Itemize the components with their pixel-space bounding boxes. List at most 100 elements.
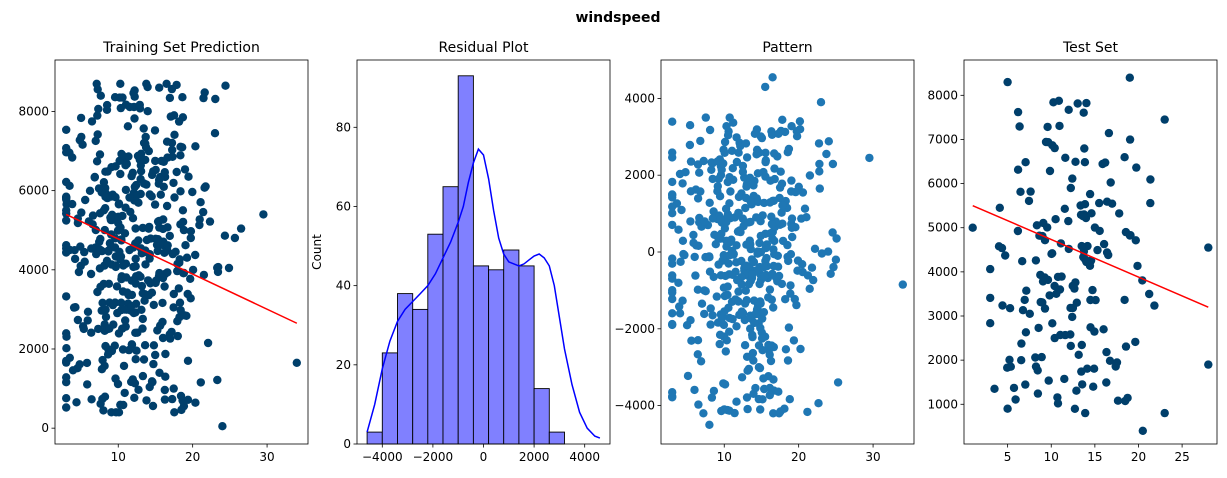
y-tick-label: 4000 [624, 91, 655, 105]
scatter-point [1061, 330, 1070, 340]
scatter-point [822, 149, 831, 159]
scatter-point [761, 148, 770, 157]
axes-frame [963, 59, 1218, 445]
scatter-point [1120, 153, 1129, 162]
scatter-point [87, 244, 96, 253]
scatter-point [1150, 301, 1159, 310]
scatter-point [810, 244, 820, 253]
scatter-point [1041, 137, 1051, 147]
scatter-point [746, 217, 755, 227]
scatter-point [130, 114, 139, 123]
histogram-bar [381, 352, 398, 445]
scatter-point [191, 250, 200, 260]
scatter-point [138, 314, 147, 324]
scatter-point [182, 253, 192, 262]
scatter-point [120, 305, 129, 314]
scatter-point [1024, 196, 1034, 206]
scatter-point [61, 206, 71, 215]
scatter-point [732, 157, 742, 167]
scatter-point [783, 356, 793, 365]
scatter-point [759, 308, 769, 317]
scatter-point [132, 180, 141, 190]
x-tick-label: 5 [1004, 450, 1012, 464]
scatter-point [114, 408, 124, 417]
scatter-point [114, 199, 124, 208]
scatter-point [728, 314, 737, 324]
scatter-point [96, 245, 105, 255]
scatter-point [94, 104, 103, 114]
scatter-point [176, 151, 185, 160]
scatter-point [259, 210, 268, 219]
scatter-point [155, 368, 164, 377]
scatter-point [701, 113, 710, 122]
scatter-point [756, 299, 765, 308]
scatter-point [156, 190, 165, 199]
scatter-point [1071, 157, 1080, 166]
scatter-point [778, 115, 787, 125]
scatter-point [1095, 198, 1104, 208]
scatter-point [170, 193, 179, 202]
scatter-point [767, 341, 776, 350]
scatter-point [112, 282, 122, 291]
scatter-point [213, 375, 222, 385]
scatter-point [1068, 312, 1077, 322]
scatter-point [720, 137, 730, 147]
scatter-point [1123, 393, 1132, 403]
scatter-point [757, 334, 767, 343]
scatter-point [668, 153, 677, 162]
scatter-point [724, 303, 733, 312]
scatter-point [743, 404, 752, 414]
histogram-bar [397, 293, 414, 445]
scatter-point [83, 380, 92, 389]
scatter-point [143, 276, 153, 285]
scatter-point [1085, 189, 1095, 199]
scatter-point [771, 273, 781, 282]
scatter-point [1160, 408, 1169, 418]
scatter-point [186, 227, 196, 236]
scatter-point [676, 257, 685, 266]
scatter-point [814, 399, 823, 408]
scatter-point [758, 314, 767, 323]
scatter-point [1018, 257, 1027, 266]
scatter-point [135, 100, 144, 110]
y-axis-label: Count [310, 234, 324, 270]
scatter-point [787, 223, 796, 232]
scatter-point [678, 296, 687, 305]
scatter-point [796, 344, 805, 354]
scatter-point [668, 259, 677, 268]
scatter-point [199, 93, 208, 103]
scatter-point [1015, 122, 1024, 131]
scatter-point [117, 298, 126, 307]
scatter-point [95, 150, 105, 159]
scatter-point [1037, 352, 1046, 362]
scatter-point [1081, 408, 1090, 418]
scatter-point [677, 205, 686, 215]
scatter-point [1022, 286, 1031, 295]
panel-title: Training Set Prediction [102, 40, 260, 56]
scatter-point [826, 269, 835, 278]
scatter-point [711, 240, 720, 249]
scatter-point [181, 241, 190, 250]
histogram-bar [503, 249, 520, 445]
scatter-point [158, 317, 167, 327]
scatter-point [744, 279, 754, 289]
scatter-point [93, 111, 102, 120]
scatter-point [83, 307, 93, 316]
scatter-point [1013, 165, 1023, 174]
y-tick-label: 2000 [624, 168, 655, 182]
scatter-point [1053, 272, 1063, 282]
scatter-point [96, 399, 105, 408]
scatter-point [1013, 107, 1023, 117]
scatter-point [865, 153, 874, 163]
scatter-point [116, 255, 125, 264]
scatter-point [1082, 98, 1091, 108]
scatter-point [1032, 221, 1042, 230]
scatter-point [176, 142, 185, 151]
scatter-point [150, 126, 160, 135]
regression-line [972, 204, 1209, 308]
scatter-point [687, 336, 696, 345]
scatter-point [1048, 249, 1057, 258]
scatter-point [1021, 158, 1030, 167]
scatter-point [759, 263, 769, 272]
scatter-point [1077, 340, 1087, 350]
